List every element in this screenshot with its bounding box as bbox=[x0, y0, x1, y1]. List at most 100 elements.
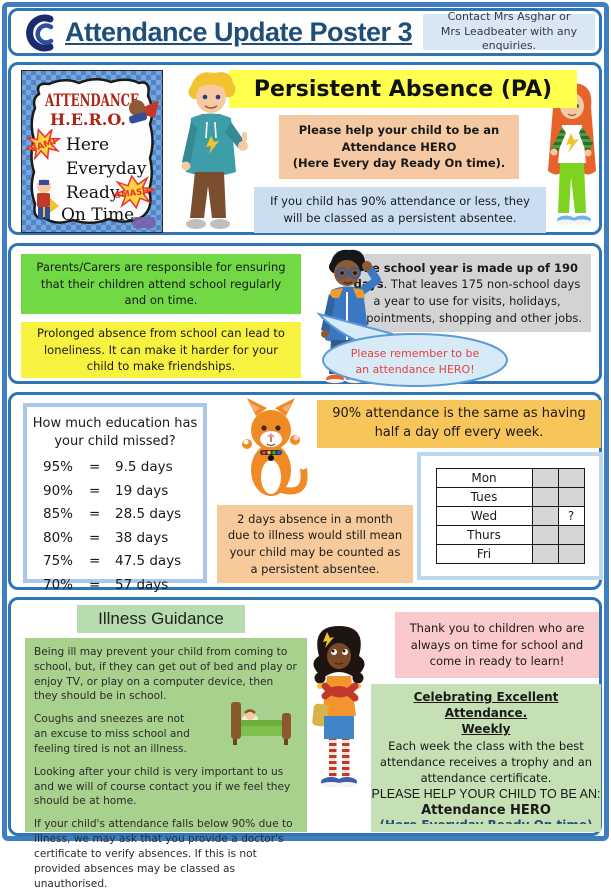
school-year-rest: . That leaves 175 non-school days a year… bbox=[351, 277, 583, 325]
header-bar: Attendance Update Poster 3 Contact Mrs A… bbox=[8, 8, 602, 56]
equals-sign: = bbox=[89, 506, 101, 523]
missed-row: 90% = 19 days bbox=[43, 483, 203, 499]
poster-title-line2: H.E.R.O. bbox=[50, 110, 126, 129]
day-cell: Mon bbox=[435, 468, 533, 488]
missed-row: 70% = 57 days bbox=[43, 577, 203, 593]
am-cell bbox=[531, 525, 559, 545]
contact-line2: Mrs Leadbeater with any enquiries. bbox=[440, 24, 578, 53]
absentee-text: If you child has 90% attendance or less,… bbox=[270, 194, 530, 225]
attendance-hero-poster-image: ATTENDANCE H.E.R.O. Here Everyday Ready … bbox=[21, 70, 163, 233]
bubble-line2: an attendance HERO! bbox=[355, 363, 474, 376]
parents-text: Parents/Carers are responsible for ensur… bbox=[36, 259, 286, 308]
illness-guidance-title: Illness Guidance bbox=[77, 605, 245, 633]
pct: 95% bbox=[43, 459, 74, 476]
illness-para1: Being ill may prevent your child from co… bbox=[34, 646, 297, 703]
poster-credit-stamp bbox=[133, 217, 155, 228]
poster-item-everyday: Everyday bbox=[66, 159, 147, 179]
equals-sign: = bbox=[89, 576, 101, 593]
day-cell: Wed bbox=[435, 506, 533, 526]
table-row: Wed? bbox=[435, 506, 585, 526]
illness-para2: Coughs and sneezes are not an excuse to … bbox=[34, 713, 190, 755]
ninety-text: 90% attendance is the same as having hal… bbox=[332, 406, 586, 440]
education-missed-box: How much education has your child missed… bbox=[23, 403, 207, 593]
celebrate-cutoff-line: (Here Everyday Ready On time) bbox=[371, 818, 601, 824]
celebrate-plea: PLEASE HELP YOUR CHILD TO BE AN: bbox=[371, 786, 601, 801]
bubble-line1: Please remember to be bbox=[351, 347, 480, 360]
poster-item-ready: Ready bbox=[66, 183, 120, 203]
persistent-absentee-definition-box: If you child has 90% attendance or less,… bbox=[254, 187, 546, 233]
two-days-absence-box: 2 days absence in a month due to illness… bbox=[217, 505, 413, 583]
hero-help-line2: Attendance HERO bbox=[341, 139, 457, 154]
illness-para4: If your child's attendance falls below 9… bbox=[34, 818, 293, 890]
pm-cell bbox=[557, 468, 585, 488]
day-cell: Thurs bbox=[435, 525, 533, 545]
pct: 90% bbox=[43, 482, 74, 499]
poster-item-ontime: On Time bbox=[61, 205, 134, 225]
section-parents-responsibility: Parents/Carers are responsible for ensur… bbox=[8, 243, 602, 387]
illness-para3: Looking after your child is very importa… bbox=[34, 765, 291, 808]
am-cell bbox=[531, 487, 559, 507]
flying-hero-kid-image bbox=[128, 100, 159, 124]
question-mark-cell: ? bbox=[557, 506, 585, 526]
pct: 85% bbox=[43, 506, 74, 523]
sick-child-in-bed-icon bbox=[231, 702, 291, 745]
poster-item-here: Here bbox=[66, 135, 109, 155]
week-attendance-table-box: Mon Tues Wed? Thurs Fri bbox=[417, 452, 603, 580]
am-cell bbox=[531, 506, 559, 526]
smash-burst-icon: SMASH! bbox=[111, 174, 157, 210]
days: 9.5 days bbox=[115, 459, 173, 476]
days: 19 days bbox=[115, 482, 169, 499]
missed-row: 95% = 9.5 days bbox=[43, 459, 203, 475]
boy-character-image bbox=[181, 72, 248, 229]
standing-hero-kid-image bbox=[37, 179, 59, 219]
days: 28.5 days bbox=[115, 506, 182, 523]
school-year-info-box: The school year is made up of 190 days. … bbox=[343, 254, 591, 332]
hero-help-line3: (Here Every day Ready On time). bbox=[292, 156, 506, 171]
table-row: Mon bbox=[435, 468, 585, 488]
table-row: Tues bbox=[435, 487, 585, 507]
missed-row: 75% = 47.5 days bbox=[43, 553, 203, 569]
celebrate-hero: Attendance HERO bbox=[421, 802, 551, 818]
prolonged-absence-box: Prolonged absence from school can lead t… bbox=[21, 322, 301, 378]
pct: 75% bbox=[43, 553, 74, 570]
attendance-hero-help-box: Please help your child to be an Attendan… bbox=[279, 115, 519, 179]
persistent-absence-banner: Persistent Absence (PA) bbox=[229, 70, 577, 108]
poster-title-line1: ATTENDANCE bbox=[44, 91, 139, 111]
prolonged-text: Prolonged absence from school can lead t… bbox=[37, 325, 285, 374]
section-education-missed: How much education has your child missed… bbox=[8, 392, 603, 593]
pct: 80% bbox=[43, 529, 74, 546]
celebrate-title-line2: Weekly bbox=[461, 722, 511, 737]
table-row: Thurs bbox=[435, 525, 585, 545]
celebrating-attendance-box: Celebrating Excellent Attendance. Weekly… bbox=[371, 684, 601, 832]
day-cell: Tues bbox=[435, 487, 533, 507]
pct: 70% bbox=[43, 576, 74, 593]
am-cell bbox=[531, 544, 559, 564]
illness-guidance-box: Being ill may prevent your child from co… bbox=[25, 638, 307, 890]
section-illness-guidance: Illness Guidance Being ill may prevent y… bbox=[8, 597, 602, 890]
days: 38 days bbox=[115, 529, 169, 546]
missed-row: 85% = 28.5 days bbox=[43, 506, 203, 522]
celebrate-title-line1: Celebrating Excellent Attendance. bbox=[413, 690, 559, 721]
am-cell bbox=[531, 468, 559, 488]
education-missed-list: 95% = 9.5 days 90% = 19 days 85% = 28.5 days 8… bbox=[27, 459, 203, 593]
day-cell: Fri bbox=[435, 544, 533, 564]
thank-you-text: Thank you to children who are always on … bbox=[409, 620, 585, 669]
parents-responsibility-box: Parents/Carers are responsible for ensur… bbox=[21, 254, 301, 314]
speech-bubble: Please remember to be an attendance HERO… bbox=[316, 312, 508, 387]
equals-sign: = bbox=[89, 553, 101, 570]
girl-with-backpack-character-image bbox=[312, 626, 365, 787]
days: 47.5 days bbox=[115, 553, 182, 570]
hero-help-line1: Please help your child to be an bbox=[298, 122, 500, 137]
celebrate-body: Each week the class with the best attend… bbox=[379, 738, 593, 785]
page-title: Attendance Update Poster 3 bbox=[65, 16, 413, 47]
equals-sign: = bbox=[89, 529, 101, 546]
pm-cell bbox=[557, 487, 585, 507]
days: 57 days bbox=[115, 576, 169, 593]
table-row: Fri bbox=[435, 544, 585, 564]
contact-line1: Contact Mrs Asghar or bbox=[447, 9, 571, 23]
pm-cell bbox=[557, 544, 585, 564]
two-days-text: 2 days absence in a month due to illness… bbox=[227, 511, 403, 576]
contact-info-box: Contact Mrs Asghar or Mrs Leadbeater wit… bbox=[423, 10, 595, 52]
section-persistent-absence: ATTENDANCE H.E.R.O. Here Everyday Ready … bbox=[8, 62, 602, 235]
school-year-text: The school year is made up of 190 days. … bbox=[351, 260, 583, 327]
